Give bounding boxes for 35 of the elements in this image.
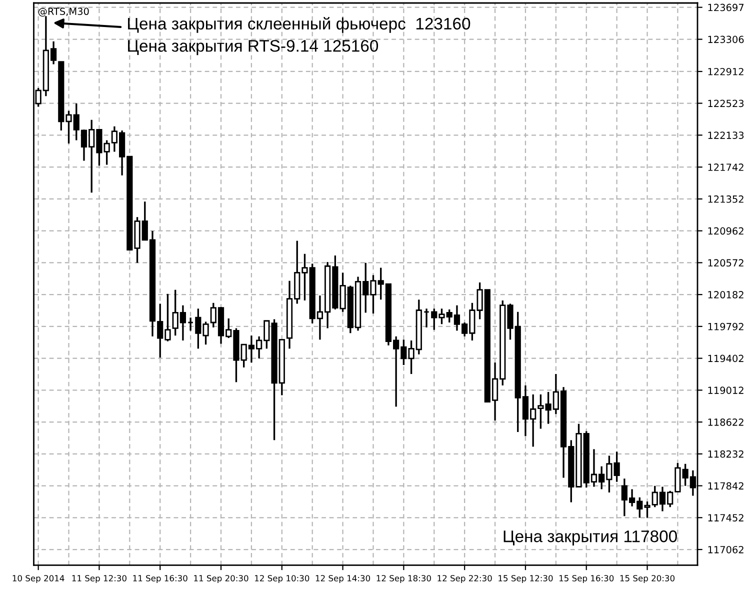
y-tick-label: 119792 [708, 322, 744, 330]
y-tick-label: 117452 [708, 514, 744, 522]
x-tick-label: 12 Sep 10:30 [255, 575, 310, 583]
annotation: Цена закрытия RTS-9.14 125160 [128, 40, 378, 56]
annotation: Цена закрытия 117800 [504, 530, 677, 546]
y-tick-label: 119402 [708, 354, 744, 362]
x-tick-label: 12 Sep 18:30 [376, 575, 431, 583]
x-tick-label: 15 Sep 16:30 [559, 575, 614, 583]
y-tick-label: 123697 [708, 4, 744, 12]
x-tick-label: 12 Sep 22:30 [438, 575, 492, 583]
x-tick-label: 11 Sep 20:30 [194, 575, 248, 583]
y-tick-label: 120182 [708, 291, 744, 298]
annotation: @RTS,M30 [38, 8, 89, 17]
y-tick-label: 123306 [708, 36, 744, 44]
y-tick-label: 121352 [708, 195, 744, 203]
y-tick-label: 121742 [708, 164, 744, 171]
y-tick-label: 117062 [708, 546, 744, 554]
x-tick-label: 11 Sep 16:30 [133, 575, 188, 583]
y-tick-label: 119012 [708, 386, 744, 394]
candlestick [188, 316, 194, 332]
y-tick-label: 122912 [708, 68, 744, 76]
y-tick-label: 120962 [708, 227, 744, 235]
y-tick-label: 122523 [708, 100, 744, 108]
x-tick-label: 15 Sep 20:30 [620, 575, 675, 583]
x-tick-label: 11 Sep 12:30 [72, 575, 126, 583]
y-tick-label: 120572 [708, 259, 744, 267]
annotation: Цена закрытия склеенный фьючерс 123160 [128, 17, 470, 33]
y-tick-label: 118232 [708, 450, 744, 458]
y-tick-label: 118622 [708, 418, 744, 426]
x-tick-label: 12 Sep 14:30 [316, 575, 370, 583]
y-tick-label: 117842 [708, 482, 744, 490]
candlestick [423, 308, 430, 328]
x-tick-label: 15 Sep 12:30 [498, 575, 553, 583]
y-tick-label: 122133 [708, 132, 744, 139]
x-tick-label: 10 Sep 2014 [12, 575, 64, 583]
